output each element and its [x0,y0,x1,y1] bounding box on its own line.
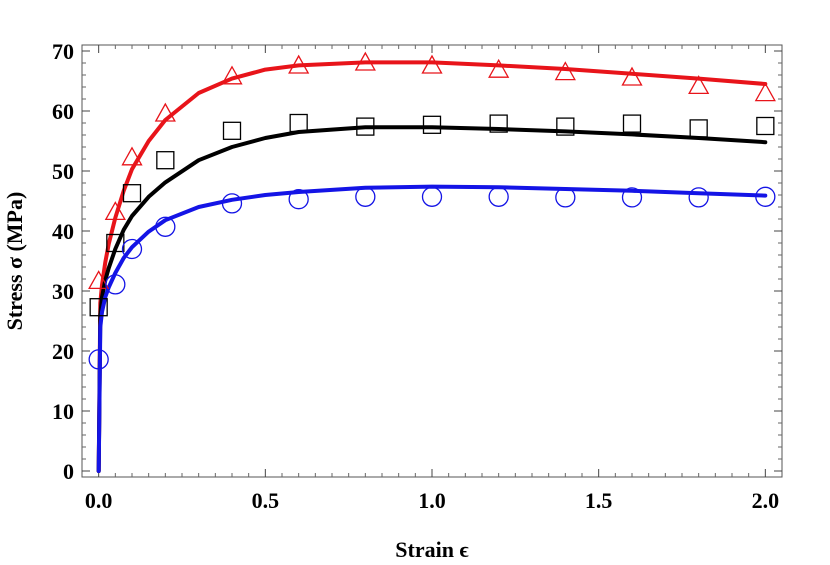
fit-curve-triangle [96,60,768,473]
square-marker [622,114,642,133]
circle-marker [221,193,243,214]
triangle-marker [754,82,776,102]
x-tick-label: 0.5 [252,488,280,513]
y-tick-label: 20 [52,339,74,364]
square-marker [356,117,375,136]
major-ticks [82,45,782,477]
data-markers [88,51,776,370]
minor-ticks [82,45,782,477]
circle-marker [105,274,126,295]
x-tick-label: 0.0 [85,488,113,513]
square-marker [289,113,308,133]
triangle-marker [121,146,143,166]
y-axis-title: Stress σ (MPa) [2,192,27,331]
square-marker [489,114,508,133]
triangle-marker [154,102,176,122]
circle-marker [621,187,643,208]
triangle-marker [88,270,110,290]
triangle-marker [554,61,576,81]
plot-frame [81,44,783,478]
circle-marker [355,186,376,207]
square-marker [556,117,575,136]
x-tick-label: 1.0 [418,488,446,513]
square-marker [422,115,442,134]
x-tick-label: 2.0 [752,488,780,513]
triangle-marker [488,58,510,78]
triangle-marker [354,51,376,71]
x-axis-title: Strain ϵ [395,537,468,562]
y-tick-label: 10 [52,399,74,424]
y-tick-label: 0 [63,459,74,484]
fit-curves [96,60,768,473]
y-tick-label: 30 [52,279,74,304]
x-tick-label: 1.5 [585,488,613,513]
square-marker [156,151,175,170]
circle-marker [121,238,143,260]
fit-curve-square [96,125,768,473]
circle-marker [555,187,576,208]
fit-curve-circle [96,184,768,473]
circle-marker [288,189,309,210]
triangle-marker [288,54,310,74]
y-tick-label: 50 [52,159,74,184]
circle-marker [155,216,176,237]
square-marker [756,116,775,136]
y-tick-label: 70 [52,39,74,64]
circle-marker [688,187,709,208]
triangle-marker [421,54,443,74]
triangle-marker [221,65,243,85]
circle-marker [88,349,109,370]
square-marker [122,184,142,203]
square-marker [222,121,242,140]
y-tick-label: 40 [52,219,74,244]
circle-marker [488,186,509,207]
triangle-marker [621,66,643,86]
circle-marker [421,186,443,207]
triangle-marker [688,75,710,95]
circle-marker [755,186,776,207]
square-marker [689,119,708,138]
square-marker [89,298,108,317]
y-tick-label: 60 [52,99,74,124]
triangle-marker [104,201,126,221]
tick-labels: 0.0 0.5 1.0 1.5 2.0 0 10 20 30 40 50 60 70 [52,39,779,513]
